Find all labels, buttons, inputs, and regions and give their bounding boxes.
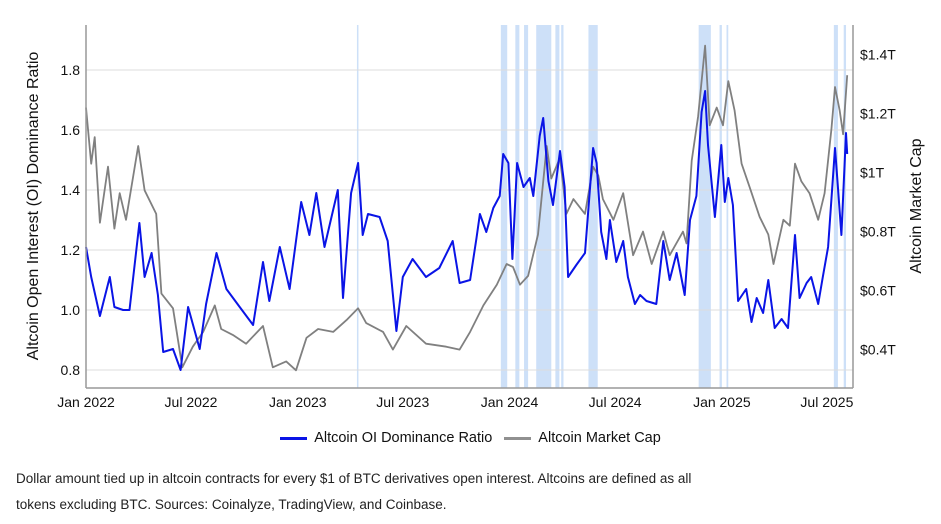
caption-line: tokens excluding BTC. Sources: Coinalyze… — [16, 497, 447, 512]
legend-swatch-blue — [280, 436, 308, 440]
x-tick-label: Jul 2024 — [589, 394, 642, 410]
shaded-period — [833, 25, 838, 388]
legend-item-oi-ratio: Altcoin OI Dominance Ratio — [280, 430, 492, 446]
caption-line: Dollar amount tied up in altcoin contrac… — [16, 471, 692, 486]
shaded-period — [524, 25, 529, 388]
legend-swatch-gray — [504, 436, 532, 440]
shaded-periods — [356, 25, 847, 388]
gridlines — [86, 69, 853, 371]
x-tick-label: Jan 2022 — [57, 394, 115, 410]
x-tick-label: Jul 2025 — [800, 394, 853, 410]
x-tick-label: Jul 2022 — [165, 394, 218, 410]
x-tick-label: Jul 2023 — [376, 394, 429, 410]
y-tick-label: 1.2 — [61, 242, 81, 258]
y2-tick-label: $1T — [860, 165, 885, 181]
y-tick-label: 1.8 — [61, 62, 81, 78]
shaded-period — [555, 25, 560, 388]
y2-tick-label: $0.6T — [860, 283, 896, 299]
shaded-period — [698, 25, 711, 388]
y-axis-title: Altcoin Open Interest (OI) Dominance Rat… — [25, 52, 42, 361]
y-tick-label: 1.4 — [61, 182, 81, 198]
shaded-period — [726, 25, 729, 388]
y2-tick-label: $0.4T — [860, 342, 896, 358]
series-lines — [85, 44, 849, 372]
legend-label: Altcoin OI Dominance Ratio — [314, 430, 493, 446]
shaded-period — [588, 25, 598, 388]
legend-label: Altcoin Market Cap — [538, 430, 661, 446]
oi-dominance-ratio-line — [85, 90, 849, 371]
dual-axis-line-chart: 0.8 1.0 1.2 1.4 1.6 1.8 $0.4T $0.6T $0.8T $1T $1.2… — [25, 25, 925, 410]
axes — [85, 25, 854, 389]
x-tick-label: Jan 2024 — [481, 394, 539, 410]
y-tick-label: 0.8 — [61, 362, 81, 378]
legend-item-market-cap: Altcoin Market Cap — [504, 430, 661, 446]
x-tick-label: Jan 2023 — [269, 394, 327, 410]
shaded-period — [561, 25, 564, 388]
y2-tick-label: $1.4T — [860, 47, 896, 63]
chart-caption: Dollar amount tied up in altcoin contrac… — [16, 466, 776, 518]
shaded-period — [356, 25, 359, 388]
y-tick-label: 1.0 — [61, 302, 81, 318]
y2-axis-title: Altcoin Market Cap — [908, 138, 925, 273]
tick-labels: 0.8 1.0 1.2 1.4 1.6 1.8 $0.4T $0.6T $0.8T $1T $1.2… — [57, 47, 896, 410]
y2-tick-label: $0.8T — [860, 224, 896, 240]
shaded-period — [515, 25, 520, 388]
x-tick-label: Jan 2025 — [693, 394, 751, 410]
shaded-period — [536, 25, 552, 388]
y2-tick-label: $1.2T — [860, 106, 896, 122]
market-cap-line — [85, 44, 849, 372]
shaded-period — [500, 25, 508, 388]
shaded-period — [843, 25, 847, 388]
legend: Altcoin OI Dominance Ratio Altcoin Marke… — [0, 430, 941, 446]
shaded-period — [719, 25, 722, 388]
y-tick-label: 1.6 — [61, 122, 81, 138]
